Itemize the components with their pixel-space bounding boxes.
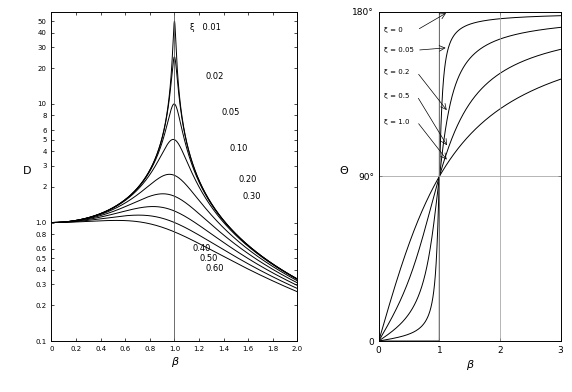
Text: ξ = 1.0: ξ = 1.0 bbox=[384, 118, 409, 125]
Text: 0.50: 0.50 bbox=[199, 254, 217, 263]
X-axis label: β: β bbox=[171, 358, 178, 367]
Text: ξ = 0: ξ = 0 bbox=[384, 27, 402, 33]
Text: 0.05: 0.05 bbox=[221, 108, 240, 117]
Text: ξ = 0.2: ξ = 0.2 bbox=[384, 69, 409, 75]
Text: ξ = 0.5: ξ = 0.5 bbox=[384, 93, 409, 99]
Text: 0.40: 0.40 bbox=[193, 244, 211, 253]
Text: ξ   0.01: ξ 0.01 bbox=[190, 23, 221, 32]
Text: 0.20: 0.20 bbox=[239, 175, 257, 184]
Text: 0.10: 0.10 bbox=[230, 144, 248, 153]
Text: 0.60: 0.60 bbox=[205, 264, 224, 273]
Text: 0.02: 0.02 bbox=[205, 72, 224, 81]
Text: 0.30: 0.30 bbox=[242, 192, 261, 201]
Y-axis label: Θ: Θ bbox=[339, 166, 348, 176]
Text: ξ = 0.05: ξ = 0.05 bbox=[384, 47, 414, 53]
Y-axis label: D: D bbox=[23, 166, 31, 176]
X-axis label: β: β bbox=[466, 361, 473, 370]
